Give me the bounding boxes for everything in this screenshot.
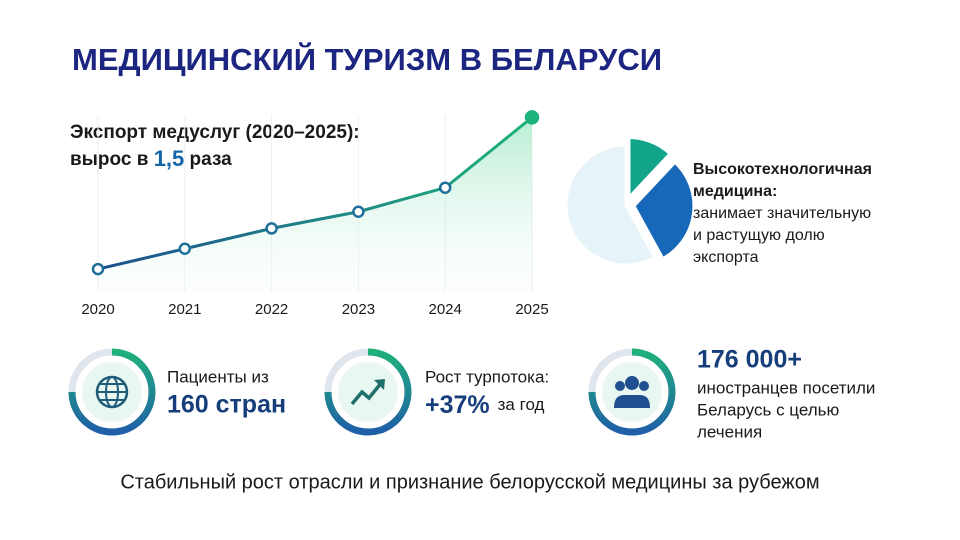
chart-title: Экспорт медуслуг (2020–2025):	[70, 122, 360, 143]
title: МЕДИЦИНСКИЙ ТУРИЗМ В БЕЛАРУСИ	[72, 41, 662, 77]
x-tick-label: 2023	[342, 301, 375, 318]
stat-line: иностранцев посетили	[697, 378, 875, 397]
trend-icon	[350, 380, 384, 406]
people-icon	[614, 395, 650, 408]
people-icon	[625, 376, 639, 390]
subtitle-part: вырос в	[70, 149, 154, 170]
icon-bg	[338, 362, 398, 422]
annotation-text: экспорта	[693, 249, 759, 266]
stat-big: 160 стран	[167, 391, 286, 419]
point	[352, 205, 365, 218]
icon-bg	[602, 362, 662, 422]
trend-icon	[374, 379, 385, 390]
subtitle-highlight: 1,5	[154, 146, 185, 171]
ring	[324, 348, 412, 436]
stat-big: 176 000+	[697, 346, 802, 374]
x-tick-label: 2024	[429, 301, 462, 318]
x-tick-label: 2022	[255, 301, 288, 318]
pie-slice	[632, 160, 696, 261]
point	[265, 222, 278, 235]
x-tick-label: 2020	[81, 301, 114, 318]
area	[98, 117, 532, 293]
ring	[588, 348, 676, 436]
subtitle-part: раза	[184, 149, 232, 170]
point	[524, 110, 540, 125]
line	[97, 116, 533, 271]
people-icon	[639, 381, 649, 391]
point	[91, 262, 105, 276]
stat-big: +37% за год	[425, 391, 545, 419]
x-tick-label: 2025	[515, 301, 548, 318]
stat-big-value: +37%	[425, 391, 490, 419]
point	[438, 181, 452, 194]
globe-icon	[97, 383, 127, 401]
point	[178, 242, 192, 255]
stat-line: лечения	[697, 422, 762, 441]
pie-slice	[627, 136, 673, 202]
footer: Стабильный рост отрасли и признание бело…	[120, 471, 819, 493]
annotation-text: занимает значительную	[693, 205, 871, 222]
annotation-text: и растущую долю	[693, 227, 825, 244]
annotation-title: Высокотехнологичная	[693, 161, 872, 178]
stat-top: Пациенты из	[167, 367, 269, 386]
stat-top: Рост турпотока:	[425, 367, 549, 386]
ring	[68, 348, 156, 436]
pie-slice	[564, 143, 657, 267]
people-icon	[615, 381, 625, 391]
chart-subtitle: вырос в 1,5 раза	[70, 146, 232, 171]
x-tick-label: 2021	[168, 301, 201, 318]
annotation-title: медицина:	[693, 183, 777, 200]
stat-line: Беларусь с целью	[697, 400, 840, 419]
stat-small: за год	[498, 395, 545, 414]
